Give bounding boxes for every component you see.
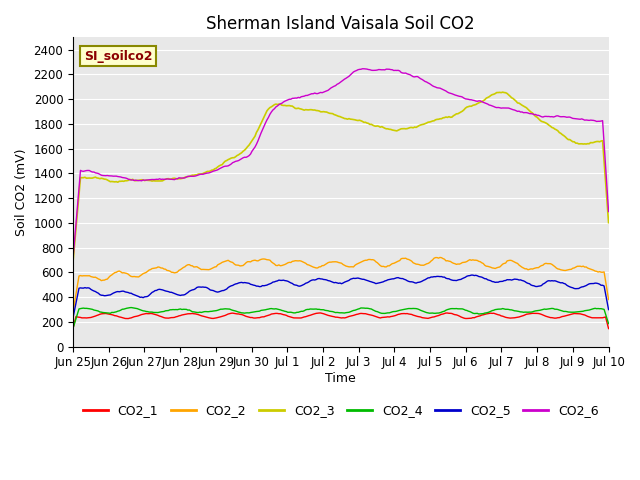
X-axis label: Time: Time bbox=[325, 372, 356, 385]
Text: SI_soilco2: SI_soilco2 bbox=[84, 50, 152, 63]
Y-axis label: Soil CO2 (mV): Soil CO2 (mV) bbox=[15, 148, 28, 236]
Legend: CO2_1, CO2_2, CO2_3, CO2_4, CO2_5, CO2_6: CO2_1, CO2_2, CO2_3, CO2_4, CO2_5, CO2_6 bbox=[77, 399, 604, 422]
Title: Sherman Island Vaisala Soil CO2: Sherman Island Vaisala Soil CO2 bbox=[207, 15, 475, 33]
